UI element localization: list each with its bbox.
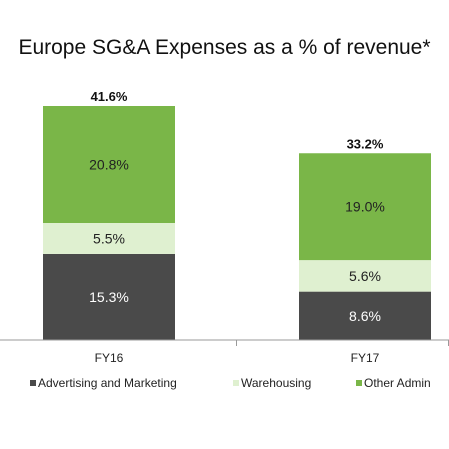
labels-layer: 15.3% 5.5% 20.8% 41.6% FY16 8.6% 5.6% 19.0% 33.2… [89,89,385,365]
bars-layer [43,106,431,340]
legend-swatch [356,380,362,386]
total-label-fy17: 33.2% [347,136,384,151]
data-label-fy17-warehousing: 5.6% [349,268,381,284]
bar-fy16-other-admin [43,106,175,223]
bar-fy16-advertising-and-marketing [43,253,175,340]
legend-swatch [30,380,36,386]
x-tick-label-fy16: FY16 [95,351,124,365]
legend-label: Other Admin [364,376,431,390]
data-label-fy16-warehousing: 5.5% [93,230,125,246]
chart-title: Europe SG&A Expenses as a % of revenue* [18,36,431,59]
legend-label: Advertising and Marketing [38,376,177,390]
data-label-fy17-advertising-and-marketing: 8.6% [349,308,381,324]
bar-fy17-advertising-and-marketing [299,291,431,340]
data-label-fy16-advertising-and-marketing: 15.3% [89,289,129,305]
bar-fy17-warehousing [299,260,431,292]
legend-label: Warehousing [241,376,311,390]
data-label-fy16-other-admin: 20.8% [89,157,129,173]
legend-item-other-admin: Other Admin [356,376,431,390]
x-tick-label-fy17: FY17 [351,351,380,365]
legend: Advertising and Marketing Warehousing Othe… [30,376,431,390]
total-label-fy16: 41.6% [91,89,128,104]
bar-fy17-other-admin [299,153,431,261]
legend-item-advertising-and-marketing: Advertising and Marketing [30,376,177,390]
bar-fy16-warehousing [43,223,175,254]
legend-item-warehousing: Warehousing [233,376,311,390]
data-label-fy17-other-admin: 19.0% [345,199,385,215]
legend-swatch [233,380,239,386]
